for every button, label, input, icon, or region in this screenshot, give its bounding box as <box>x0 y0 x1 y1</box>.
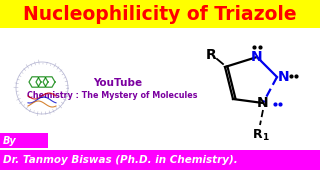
Text: R: R <box>253 127 263 141</box>
Text: 1: 1 <box>262 132 268 141</box>
Text: R: R <box>206 48 216 62</box>
Text: Chemistry : The Mystery of Molecules: Chemistry : The Mystery of Molecules <box>27 91 197 100</box>
Text: N: N <box>257 96 269 110</box>
FancyBboxPatch shape <box>0 133 48 148</box>
Text: N: N <box>278 70 290 84</box>
Text: Dr. Tanmoy Biswas (Ph.D. in Chemistry).: Dr. Tanmoy Biswas (Ph.D. in Chemistry). <box>3 155 238 165</box>
Text: YouTube: YouTube <box>93 78 143 88</box>
Text: Nucleophilicity of Triazole: Nucleophilicity of Triazole <box>23 4 297 24</box>
Text: By: By <box>3 136 17 145</box>
FancyBboxPatch shape <box>0 150 320 170</box>
FancyBboxPatch shape <box>0 0 320 28</box>
Text: N: N <box>251 50 263 64</box>
